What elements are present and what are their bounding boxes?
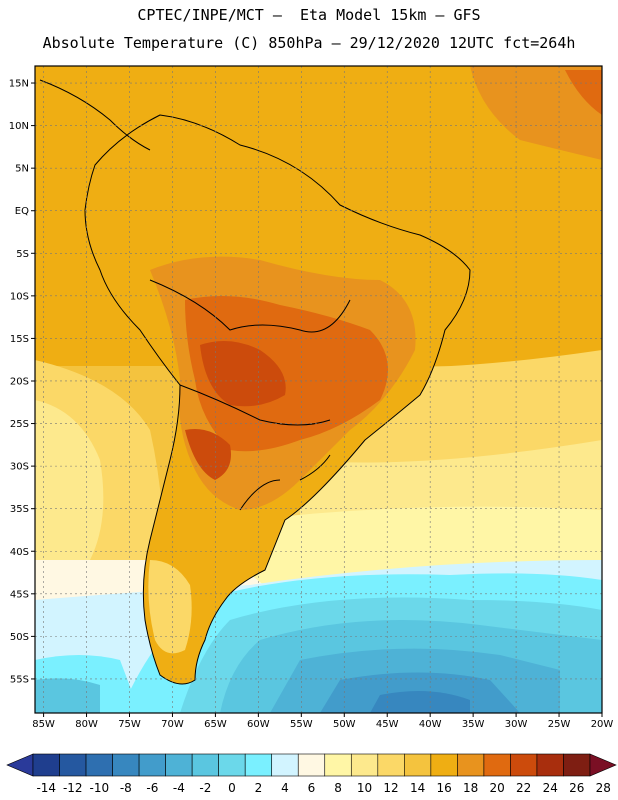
lat-tick-label: 5N	[15, 164, 29, 175]
colorbar-label: -2	[199, 781, 211, 795]
colorbar-segment	[244, 753, 273, 777]
colorbar-segment	[563, 753, 591, 777]
colorbar-segment	[536, 753, 564, 777]
colorbar-label: 6	[308, 781, 316, 795]
lon-tick-label: 25W	[548, 719, 571, 730]
colorbar-segment	[350, 753, 379, 777]
lon-tick-label: 45W	[376, 719, 399, 730]
lat-tick-label: 35S	[10, 504, 29, 515]
colorbar-segment	[377, 753, 405, 777]
colorbar-segment	[59, 753, 87, 777]
lat-tick-label: 20S	[10, 376, 29, 387]
colorbar-segment	[218, 753, 246, 777]
lat-tick-label: 15S	[10, 334, 29, 345]
colorbar-segment	[32, 753, 60, 777]
lon-tick-label: 55W	[290, 719, 313, 730]
colorbar-segment	[404, 753, 432, 777]
lat-tick-label: 45S	[10, 589, 29, 600]
colorbar-label: 22	[516, 781, 531, 795]
colorbar-segment	[85, 753, 113, 777]
colorbar-label: 4	[281, 781, 289, 795]
colorbar-label: 0	[228, 781, 236, 795]
lat-tick-label: 30S	[10, 462, 29, 473]
lon-tick-label: 70W	[161, 719, 184, 730]
colorbar-segment	[324, 753, 352, 777]
lat-tick-label: 50S	[10, 632, 29, 643]
colorbar-segment	[457, 753, 485, 777]
colorbar-label: -14	[36, 781, 56, 795]
colorbar-label: 20	[490, 781, 505, 795]
colorbar-label: 14	[410, 781, 425, 795]
colorbar-segment	[138, 753, 166, 777]
colorbar-over-arrow	[589, 753, 617, 777]
colorbar-label: -4	[173, 781, 185, 795]
lat-tick-label: 5S	[16, 249, 29, 260]
colorbar-segment	[430, 753, 458, 777]
lat-tick-label: 25S	[10, 419, 29, 430]
lon-tick-label: 80W	[75, 719, 98, 730]
lon-tick-label: 35W	[462, 719, 485, 730]
longitude-labels: 85W 80W 75W 70W 65W 60W 55W 50W 45W 40W 35W 30W 25W 2…	[32, 713, 613, 730]
colorbar-label: 12	[383, 781, 398, 795]
colorbar-under-arrow	[6, 753, 34, 777]
lat-tick-label: 40S	[10, 547, 29, 558]
colorbar-label: -10	[90, 781, 110, 795]
map-title-line-1: CPTEC/INPE/MCT – Eta Model 15km – GFS	[137, 6, 481, 24]
lat-tick-label: 10N	[9, 121, 29, 132]
colorbar-label: 28	[596, 781, 611, 795]
colorbar-segment	[483, 753, 511, 777]
colorbar-segment	[191, 753, 219, 777]
colorbar-segment	[297, 753, 326, 777]
lat-tick-label: 55S	[10, 674, 29, 685]
temperature-field	[35, 66, 602, 713]
colorbar	[6, 753, 617, 777]
colorbar-label: 10	[357, 781, 372, 795]
lon-tick-label: 20W	[591, 719, 614, 730]
colorbar-segment	[165, 753, 193, 777]
colorbar-labels: -14 -12 -10 -8 -6 -4 -2 0 2 4 6 8 10 12 14 16 18 20 22 24 26…	[36, 781, 610, 795]
latitude-labels: 15N 10N 5N EQ 5S 10S 15S 20S 25S 30S 35S 40S 45S 50S 5…	[9, 79, 35, 685]
lat-tick-label: EQ	[15, 206, 29, 217]
colorbar-label: 8	[334, 781, 342, 795]
colorbar-label: 18	[463, 781, 478, 795]
colorbar-label: 24	[543, 781, 558, 795]
lat-tick-label: 15N	[9, 79, 29, 90]
colorbar-label: -8	[120, 781, 132, 795]
map-title-line-2: Absolute Temperature (C) 850hPa – 29/12/…	[42, 34, 576, 52]
lon-tick-label: 65W	[204, 719, 227, 730]
lon-tick-label: 50W	[333, 719, 356, 730]
lon-tick-label: 40W	[419, 719, 442, 730]
lon-tick-label: 85W	[32, 719, 55, 730]
lon-tick-label: 60W	[247, 719, 270, 730]
colorbar-label: -12	[63, 781, 83, 795]
colorbar-label: 26	[569, 781, 584, 795]
colorbar-segment	[510, 753, 538, 777]
colorbar-label: -6	[146, 781, 158, 795]
colorbar-segment	[112, 753, 140, 777]
colorbar-segment	[271, 753, 299, 777]
lon-tick-label: 75W	[118, 719, 141, 730]
colorbar-label: 16	[436, 781, 451, 795]
colorbar-label: 2	[255, 781, 263, 795]
map-frame	[34, 65, 603, 714]
lat-tick-label: 10S	[10, 291, 29, 302]
coastlines-and-borders	[39, 79, 471, 685]
lon-tick-label: 30W	[505, 719, 528, 730]
